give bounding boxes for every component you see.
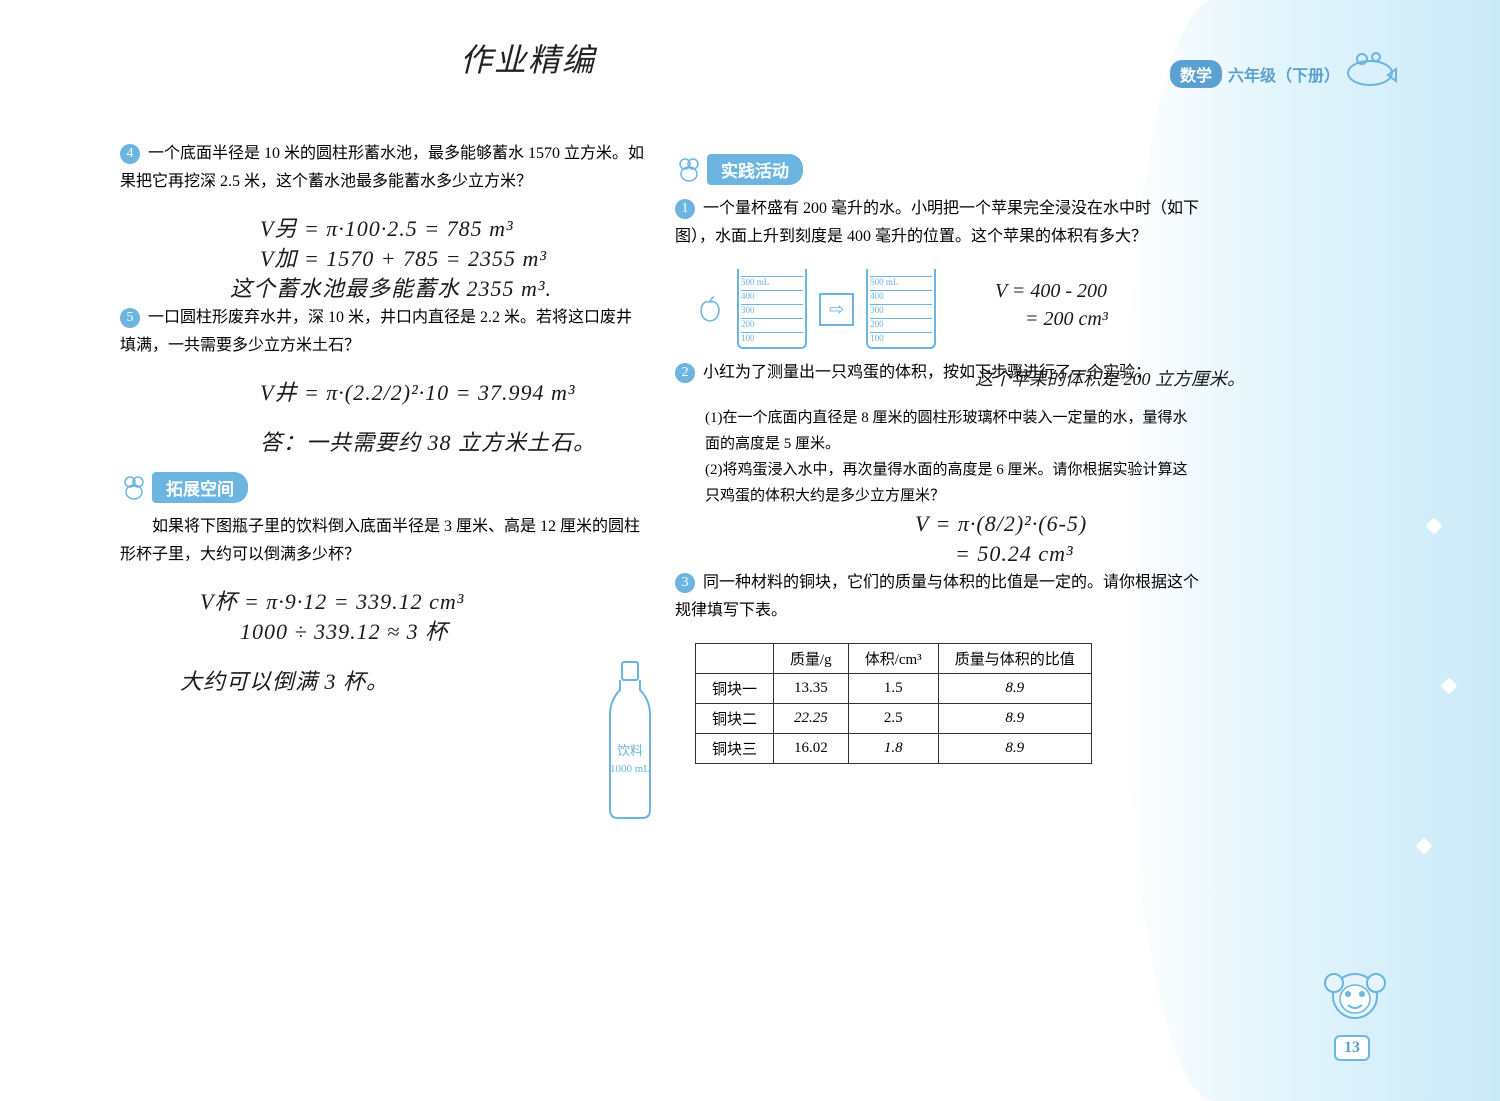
beaker-mark: 100: [870, 332, 932, 343]
practice-problem-1: 1 一个量杯盛有 200 毫升的水。小明把一个苹果完全浸没在水中时（如下图），水…: [675, 195, 1200, 251]
cell-mass-handwritten: 22.25: [774, 704, 849, 734]
left-column: 4 一个底面半径是 10 米的圆柱形蓄水池，最多能够蓄水 1570 立方米。如果…: [120, 140, 645, 764]
row-label: 铜块二: [696, 704, 774, 734]
handwritten-work: V加 = 1570 + 785 = 2355 m³: [260, 244, 645, 274]
grade-label: 六年级（下册）: [1228, 62, 1340, 86]
table-header: 质量/g: [774, 644, 849, 674]
beaker-mark: 500 mL: [741, 276, 803, 287]
table-row: 铜块二 22.25 2.5 8.9: [696, 704, 1092, 734]
cell-ratio-handwritten: 8.9: [938, 734, 1091, 764]
table-header: 质量与体积的比值: [938, 644, 1091, 674]
problem-text: 同一种材料的铜块，它们的质量与体积的比值是一定的。请你根据这个规律填写下表。: [675, 574, 1199, 619]
subject-label: 数学: [1170, 60, 1222, 88]
beaker-mark: 300: [741, 304, 803, 315]
section-title: 拓展空间: [152, 472, 248, 503]
handwritten-work: V = 400 - 200: [995, 280, 1107, 303]
cell-volume-handwritten: 1.8: [848, 734, 938, 764]
practice-problem-3: 3 同一种材料的铜块，它们的质量与体积的比值是一定的。请你根据这个规律填写下表。: [675, 569, 1200, 625]
cell-ratio-handwritten: 8.9: [938, 674, 1091, 704]
header-badge: 数学 六年级（下册）: [1170, 60, 1340, 88]
handwritten-work: 1000 ÷ 339.12 ≈ 3 杯: [240, 617, 645, 647]
problem-5: 5 一口圆柱形废弃水井，深 10 米，井口内直径是 2.2 米。若将这口废井填满…: [120, 304, 645, 360]
handwritten-answer: 这个苹果的体积是 200 立方厘米。: [975, 365, 1255, 391]
cell-ratio-handwritten: 8.9: [938, 704, 1091, 734]
page-number-badge: 13: [1334, 1035, 1370, 1061]
bottle-label: 饮料: [617, 743, 643, 758]
sub-step-2: (2)将鸡蛋浸入水中，再次量得水面的高度是 6 厘米。请你根据实验计算这只鸡蛋的…: [705, 457, 1200, 509]
beaker-after: 500 mL 400 300 200 100: [866, 269, 936, 349]
beaker-before: 500 mL 400 300 200 100: [737, 269, 807, 349]
sub-step-1: (1)在一个底面内直径是 8 厘米的圆柱形玻璃杯中装入一定量的水，量得水面的高度…: [705, 405, 1200, 457]
apple-icon: [695, 294, 725, 324]
table-header: [696, 644, 774, 674]
problem-text: 一口圆柱形废弃水井，深 10 米，井口内直径是 2.2 米。若将这口废井填满，一…: [120, 309, 632, 354]
beaker-mark: 400: [870, 290, 932, 301]
bottle-volume: 1000 mL: [610, 763, 650, 775]
table-row: 铜块三 16.02 1.8 8.9: [696, 734, 1092, 764]
table-row: 铜块一 13.35 1.5 8.9: [696, 674, 1092, 704]
table-header-row: 质量/g 体积/cm³ 质量与体积的比值: [696, 644, 1092, 674]
arrow-icon: ⇨: [819, 293, 854, 326]
row-label: 铜块三: [696, 734, 774, 764]
cell-mass: 13.35: [774, 674, 849, 704]
monkey-icon: [1320, 961, 1390, 1031]
cell-volume: 1.5: [848, 674, 938, 704]
page-number: 13: [1334, 1035, 1370, 1061]
extension-text: 如果将下图瓶子里的饮料倒入底面半径是 3 厘米、高是 12 厘米的圆柱形杯子里，…: [120, 513, 645, 569]
problem-text: 一个底面半径是 10 米的圆柱形蓄水池，最多能够蓄水 1570 立方米。如果把它…: [120, 145, 644, 190]
problem-number: 1: [675, 199, 695, 219]
right-column: 实践活动 1 一个量杯盛有 200 毫升的水。小明把一个苹果完全浸没在水中时（如…: [675, 140, 1200, 764]
handwritten-answer: 大约可以倒满 3 杯。: [180, 667, 645, 697]
bottle-icon: 饮料 1000 mL: [600, 660, 660, 820]
cell-volume: 2.5: [848, 704, 938, 734]
whale-icon: [1340, 45, 1400, 90]
problem-number: 4: [120, 144, 140, 164]
handwritten-page-title: 作业精编: [460, 35, 596, 81]
table-header: 体积/cm³: [848, 644, 938, 674]
beaker-mark: 400: [741, 290, 803, 301]
beaker-mark: 100: [741, 332, 803, 343]
handwritten-answer: 答：一共需要约 38 立方米土石。: [260, 428, 645, 458]
beaker-mark: 500 mL: [870, 276, 932, 287]
handwritten-work: V另 = π·100·2.5 = 785 m³: [260, 214, 645, 244]
problem-number: 2: [675, 363, 695, 383]
beaker-mark: 300: [870, 304, 932, 315]
mouse-icon: [675, 156, 703, 184]
handwritten-work: 这个蓄水池最多能蓄水 2355 m³.: [230, 274, 645, 304]
problem-text: 一个量杯盛有 200 毫升的水。小明把一个苹果完全浸没在水中时（如下图），水面上…: [675, 200, 1199, 245]
handwritten-work: V井 = π·(2.2/2)²·10 = 37.994 m³: [260, 378, 645, 408]
beaker-mark: 200: [741, 318, 803, 329]
row-label: 铜块一: [696, 674, 774, 704]
handwritten-work: V = π·(8/2)²·(6-5): [915, 509, 1200, 539]
problem-number: 5: [120, 308, 140, 328]
section-header-extension: 拓展空间: [120, 472, 645, 503]
handwritten-work: = 200 cm³: [1025, 308, 1108, 331]
copper-table: 质量/g 体积/cm³ 质量与体积的比值 铜块一 13.35 1.5 8.9 铜…: [695, 643, 1092, 764]
main-content: 4 一个底面半径是 10 米的圆柱形蓄水池，最多能够蓄水 1570 立方米。如果…: [120, 140, 1200, 764]
section-header-practice: 实践活动: [675, 154, 1200, 185]
beaker-mark: 200: [870, 318, 932, 329]
handwritten-work: V杯 = π·9·12 = 339.12 cm³: [200, 587, 645, 617]
problem-number: 3: [675, 573, 695, 593]
problem-4: 4 一个底面半径是 10 米的圆柱形蓄水池，最多能够蓄水 1570 立方米。如果…: [120, 140, 645, 196]
beaker-diagram: 500 mL 400 300 200 100 ⇨ 500 mL 400 300 …: [695, 269, 1200, 349]
section-title: 实践活动: [707, 154, 803, 185]
mouse-icon: [120, 474, 148, 502]
cell-mass: 16.02: [774, 734, 849, 764]
handwritten-work: = 50.24 cm³: [955, 539, 1200, 569]
